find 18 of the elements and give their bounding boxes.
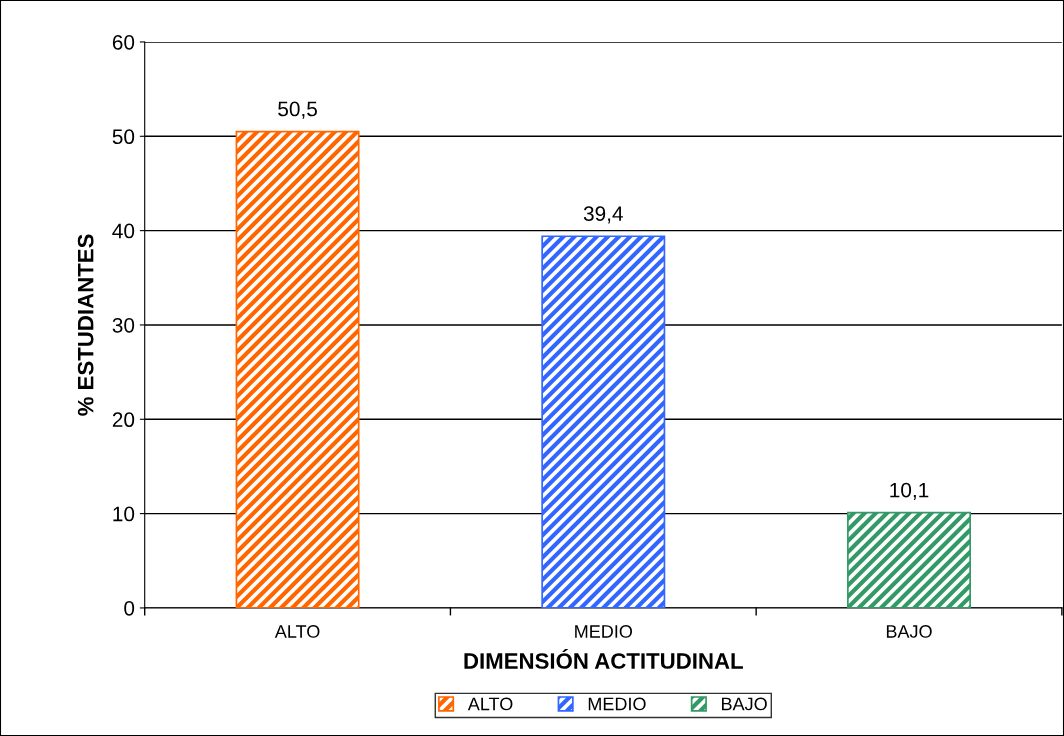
x-tick-label: ALTO — [274, 625, 320, 638]
x-axis-title: DIMENSIÓN ACTITUDINAL — [464, 648, 743, 669]
text: 39,4 — [583, 206, 623, 224]
y-tick-label: 20 — [112, 412, 135, 428]
y-tick-label: 40 — [112, 223, 135, 239]
y-tick-label: 30 — [112, 317, 135, 333]
x-tick-label: BAJO — [886, 625, 932, 638]
y-tick-label: 60 — [112, 34, 135, 50]
y-tick-label: 50 — [112, 129, 135, 145]
legend-label: ALTO — [467, 697, 513, 711]
y-axis-title: % ESTUDIANTES — [77, 234, 94, 416]
legend-label: MEDIO — [588, 697, 646, 711]
y-tick-label: 10 — [113, 506, 135, 522]
legend-label: BAJO — [722, 697, 767, 711]
text: 50,5 — [278, 101, 317, 119]
text: 10,1 — [890, 482, 929, 500]
y-tick-label: 0 — [124, 600, 135, 616]
x-tick-label: MEDIO — [575, 625, 633, 638]
